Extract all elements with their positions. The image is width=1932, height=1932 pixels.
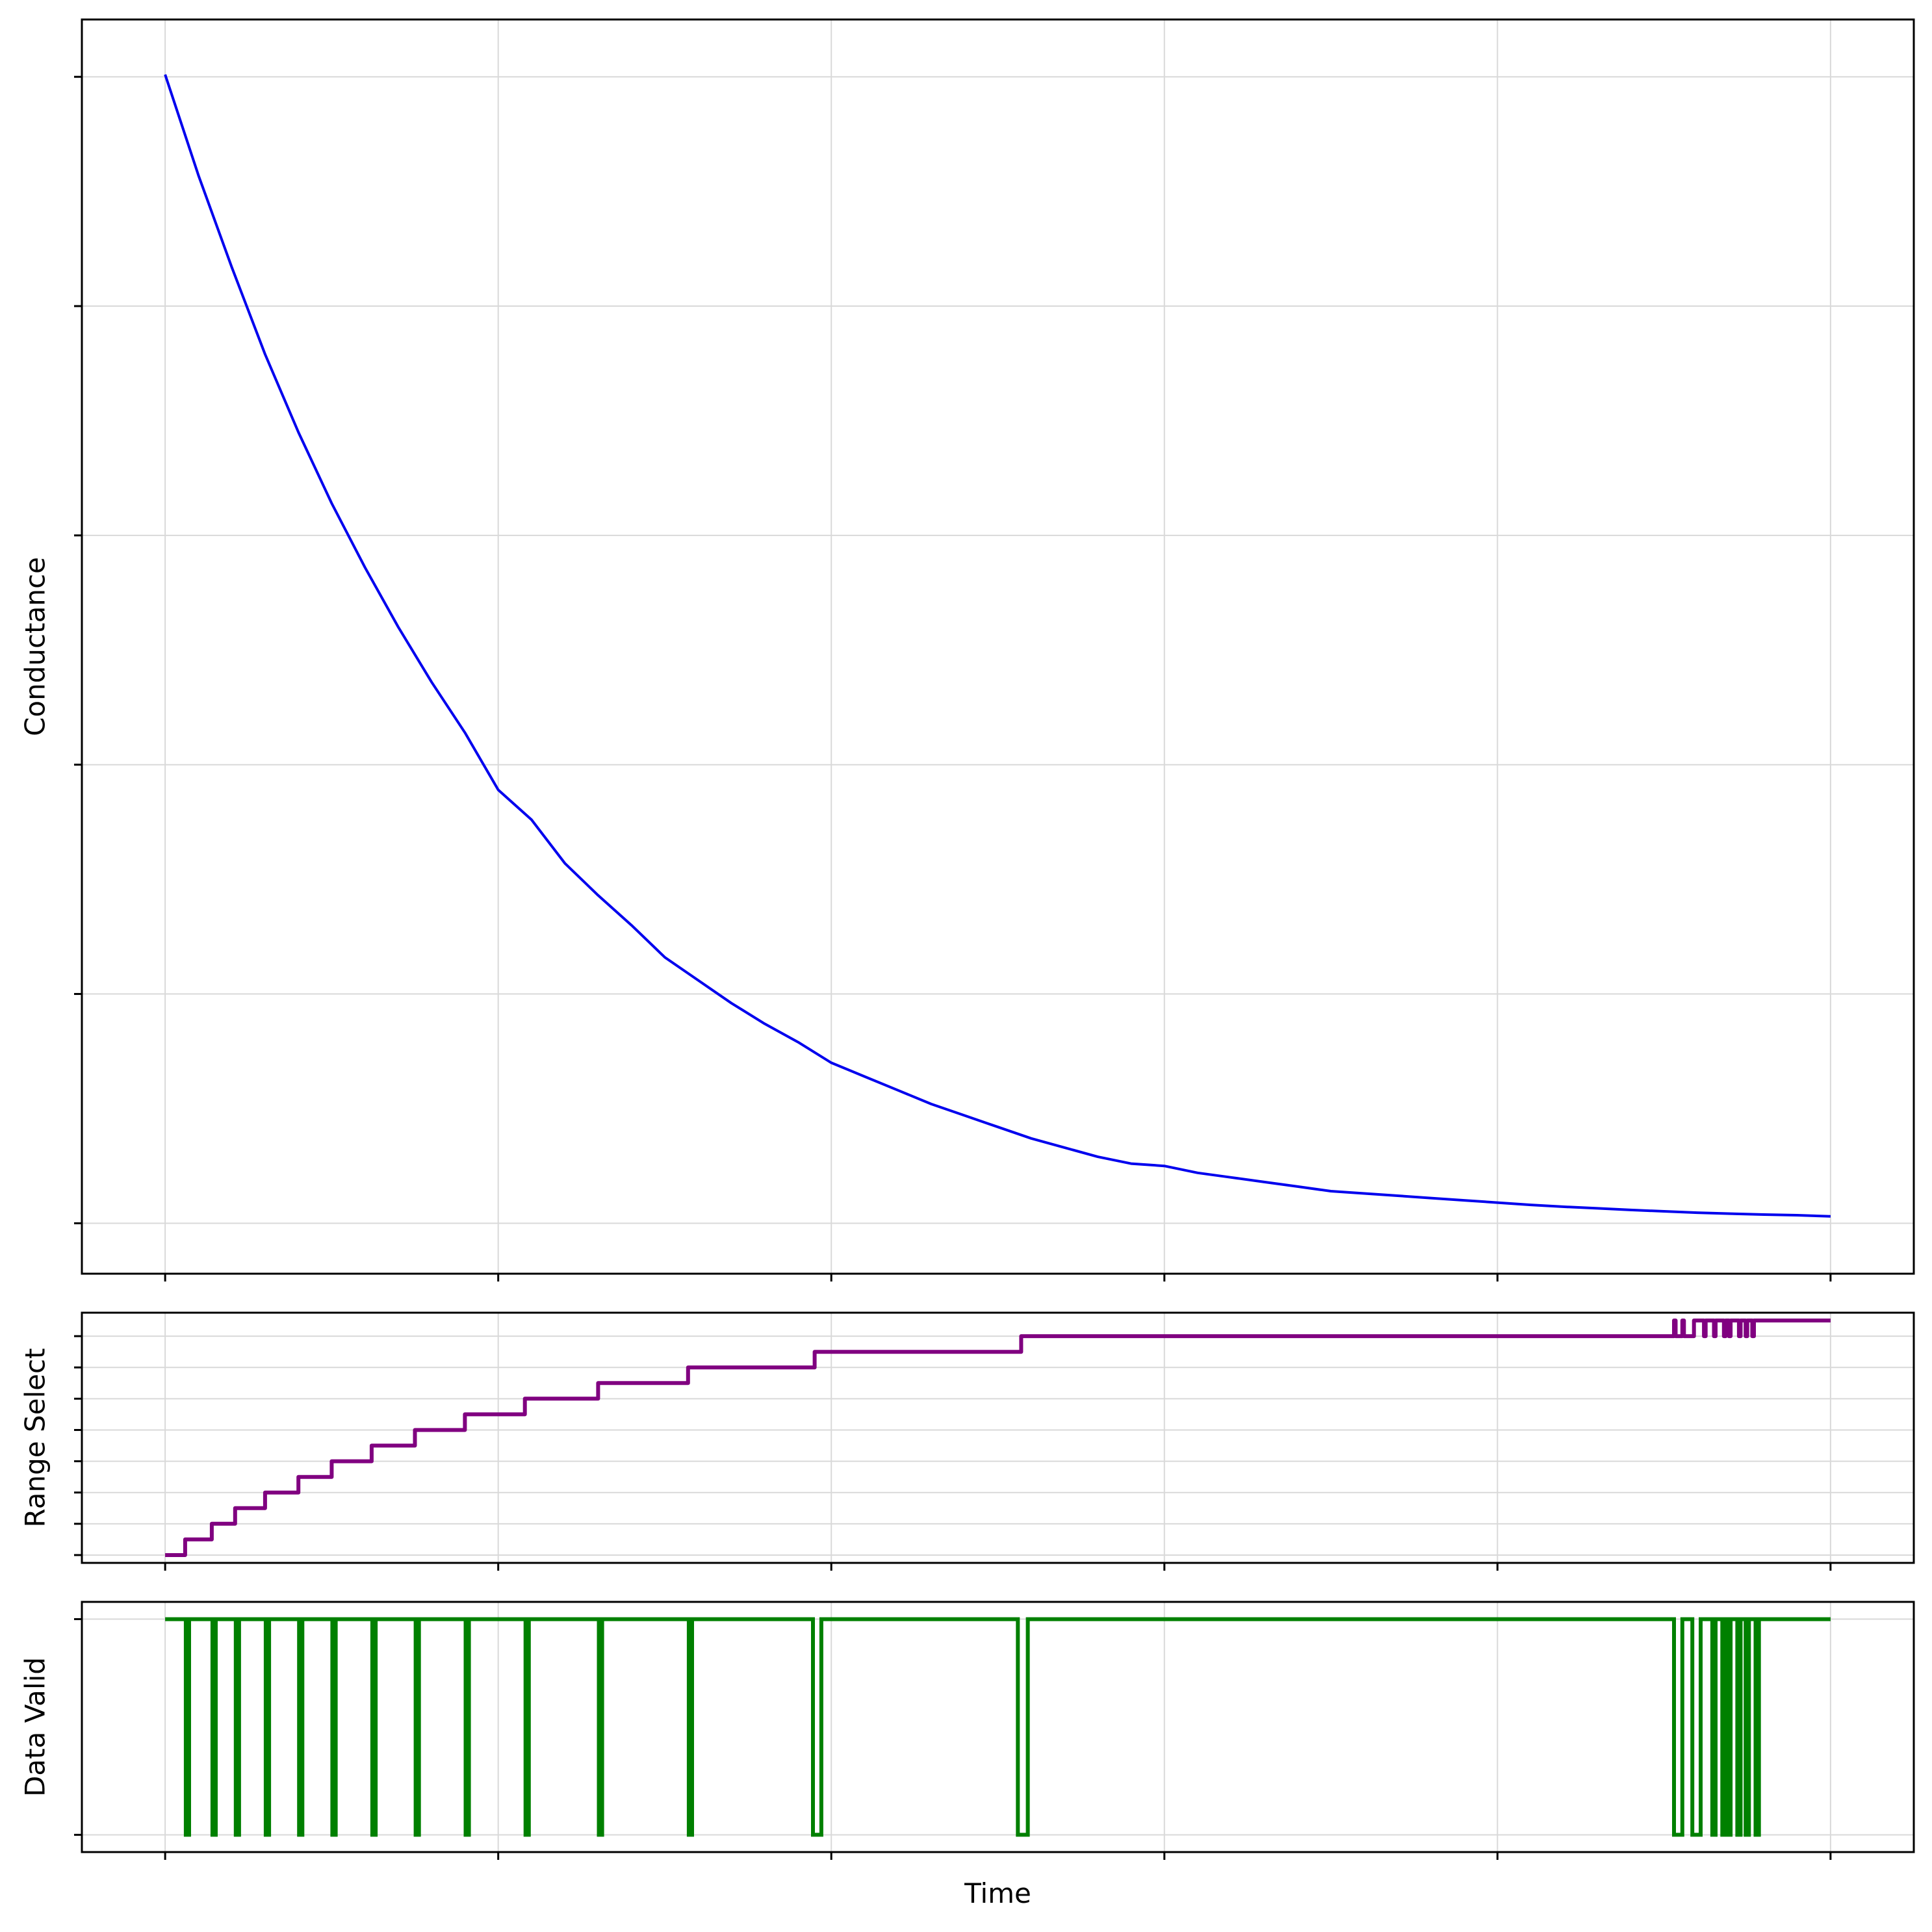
conductance-series: [164, 74, 1831, 1218]
data-valid-panel: Data Valid Time: [19, 1601, 1915, 1909]
data-valid-series: [165, 1617, 1831, 1837]
range-select-series: [165, 1319, 1831, 1557]
range-select-ticks: [74, 1335, 1832, 1571]
data-valid-line: [165, 1617, 1831, 1837]
conductance-line-0: [164, 74, 1831, 1218]
range-select-axes-frame: [81, 1311, 1915, 1564]
conductance-grid: [82, 19, 1914, 1274]
conductance-ticks: [74, 75, 1832, 1282]
range-select-panel: Range Select: [19, 1311, 1915, 1571]
range-select-line-0: [165, 1319, 1831, 1557]
conductance-axes-frame: [81, 18, 1915, 1275]
data-valid-axes-frame: [81, 1601, 1915, 1853]
range-select-grid: [82, 1313, 1914, 1563]
data-valid-y-axis-label: Data Valid: [19, 1657, 51, 1797]
range-select-y-axis-label: Range Select: [19, 1348, 51, 1527]
conductance-y-axis-label: Conductance: [19, 557, 51, 736]
conductance-panel: Conductance: [19, 18, 1915, 1282]
time-x-axis-label: Time: [964, 1877, 1031, 1909]
data-valid-ticks: [74, 1618, 1832, 1860]
